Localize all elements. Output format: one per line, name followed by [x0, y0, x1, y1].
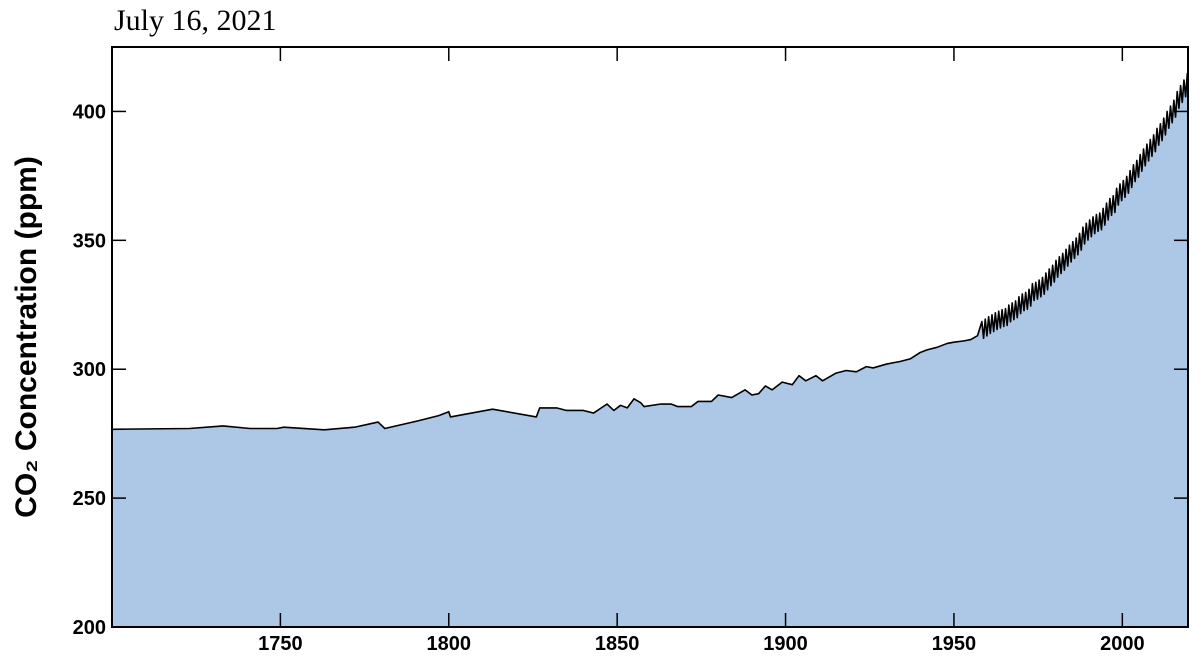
plot-frame — [111, 46, 1189, 628]
x-tick-label: 1850 — [595, 633, 640, 655]
x-tick-label: 1750 — [258, 633, 303, 655]
chart-title: July 16, 2021 — [114, 4, 277, 37]
y-tick-label: 300 — [73, 359, 106, 381]
y-tick-label: 400 — [73, 101, 106, 123]
x-tick-label: 1900 — [763, 633, 808, 655]
y-axis-label: CO₂ Concentration (ppm) — [10, 156, 43, 518]
x-tick-label: 1800 — [427, 633, 472, 655]
x-tick-label: 2000 — [1100, 633, 1145, 655]
area-fill — [112, 73, 1188, 628]
y-tick-label: 200 — [73, 617, 106, 639]
y-tick-label: 250 — [73, 488, 106, 510]
x-tick-label: 1950 — [932, 633, 977, 655]
y-tick-label: 350 — [73, 230, 106, 252]
data-line — [111, 72, 1189, 431]
